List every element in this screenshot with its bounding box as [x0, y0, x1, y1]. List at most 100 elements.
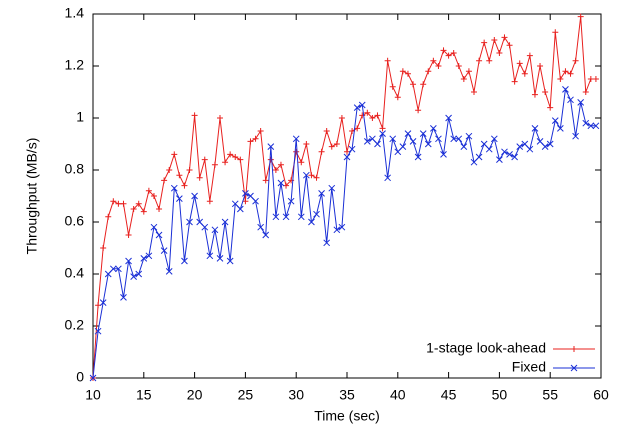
point-marker [105, 213, 112, 220]
point-marker [155, 231, 163, 239]
point-marker [409, 138, 417, 145]
point-marker [547, 104, 554, 111]
point-marker [455, 135, 463, 143]
point-marker [89, 374, 97, 382]
point-marker [592, 122, 600, 130]
point-marker [354, 125, 361, 132]
point-marker [399, 68, 406, 75]
point-marker [430, 57, 437, 64]
point-marker [353, 104, 361, 111]
point-marker [140, 208, 147, 215]
point-marker [211, 226, 219, 234]
point-marker [222, 159, 229, 166]
y-tick-label: 0.6 [65, 213, 85, 229]
point-marker [516, 60, 523, 67]
point-marker [389, 83, 396, 90]
point-marker [546, 140, 554, 148]
point-marker [552, 29, 559, 36]
point-marker [287, 197, 295, 205]
point-marker [490, 135, 498, 143]
x-tick-label: 35 [339, 387, 355, 403]
point-marker [267, 156, 274, 163]
x-tick-label: 50 [492, 387, 508, 403]
point-marker [394, 94, 401, 101]
point-marker [165, 268, 173, 275]
point-marker [252, 135, 259, 142]
point-marker [135, 200, 142, 207]
point-marker [247, 138, 254, 145]
point-marker [298, 159, 305, 166]
point-marker [206, 198, 213, 205]
point-marker [125, 232, 132, 238]
point-marker [145, 187, 152, 194]
point-marker [435, 135, 442, 143]
point-marker [480, 140, 488, 148]
point-marker [567, 70, 574, 77]
point-marker [348, 145, 356, 153]
point-marker [100, 245, 107, 251]
point-marker [415, 107, 422, 114]
point-marker [531, 125, 539, 132]
point-marker [231, 200, 239, 208]
point-marker [297, 213, 305, 221]
x-tick-label: 40 [390, 387, 406, 403]
point-marker [191, 112, 198, 119]
point-marker [303, 141, 310, 147]
point-marker [435, 63, 442, 69]
point-marker [501, 34, 508, 41]
point-marker [425, 68, 432, 75]
point-marker [166, 167, 173, 173]
point-marker [582, 119, 590, 127]
point-marker [582, 89, 589, 95]
point-marker [471, 89, 477, 95]
point-marker [318, 190, 325, 197]
point-marker [379, 130, 386, 137]
point-marker [115, 200, 122, 207]
legend-label: Fixed [512, 359, 546, 375]
point-marker [323, 128, 330, 134]
y-tick-label: 0.4 [65, 265, 85, 281]
point-marker [379, 125, 386, 132]
point-marker [318, 148, 325, 155]
point-marker [181, 257, 188, 265]
y-tick-label: 1 [76, 109, 84, 125]
point-marker [303, 171, 310, 179]
point-marker [292, 135, 300, 143]
point-marker [450, 135, 458, 143]
point-marker [521, 70, 528, 77]
point-marker [440, 47, 447, 54]
x-tick-label: 15 [136, 387, 152, 403]
point-marker [232, 154, 239, 160]
point-marker [150, 193, 157, 199]
point-marker [176, 195, 183, 202]
point-marker [460, 143, 468, 150]
point-marker [333, 226, 341, 234]
point-marker [236, 205, 244, 213]
point-marker [501, 148, 508, 156]
x-tick-label: 25 [238, 387, 254, 403]
point-marker [445, 52, 452, 59]
point-marker [216, 255, 224, 262]
point-marker [399, 143, 407, 150]
x-tick-label: 30 [288, 387, 304, 403]
x-tick-label: 60 [593, 387, 609, 403]
point-marker [196, 218, 204, 226]
point-marker [384, 174, 391, 182]
point-marker [562, 68, 569, 75]
point-marker [557, 76, 564, 82]
point-marker [410, 81, 417, 88]
point-marker [475, 153, 483, 161]
point-marker [110, 198, 117, 205]
point-marker [465, 132, 473, 140]
point-marker [191, 192, 198, 200]
series-line [92, 16, 596, 379]
point-marker [170, 184, 178, 192]
point-marker [201, 223, 209, 231]
point-marker [160, 247, 168, 254]
point-marker [587, 122, 595, 130]
point-marker [277, 161, 284, 168]
point-marker [262, 231, 270, 239]
x-tick-label: 45 [441, 387, 457, 403]
point-marker [470, 158, 478, 166]
point-marker [476, 57, 483, 64]
